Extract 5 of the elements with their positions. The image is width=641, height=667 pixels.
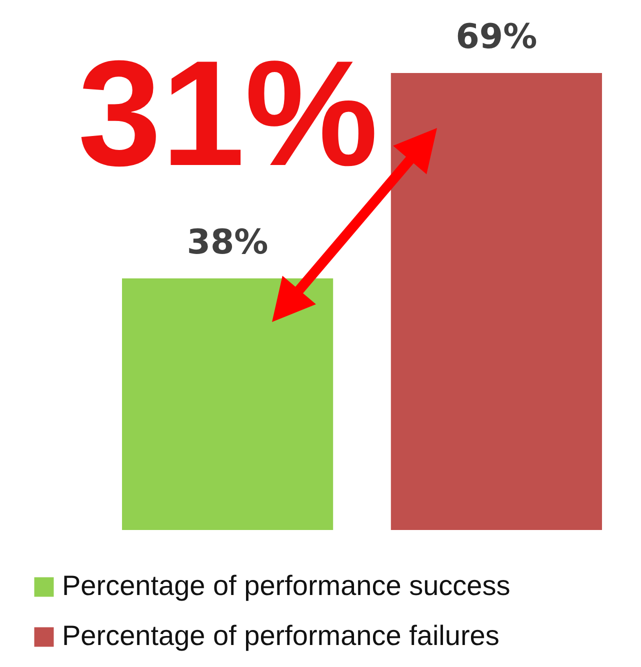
legend-label: Percentage of performance failures [62,620,500,651]
legend-label: Percentage of performance success [62,570,510,601]
data-label: 69% [456,17,538,57]
annotation: 31% [78,29,378,197]
data-label: 38% [186,222,268,262]
